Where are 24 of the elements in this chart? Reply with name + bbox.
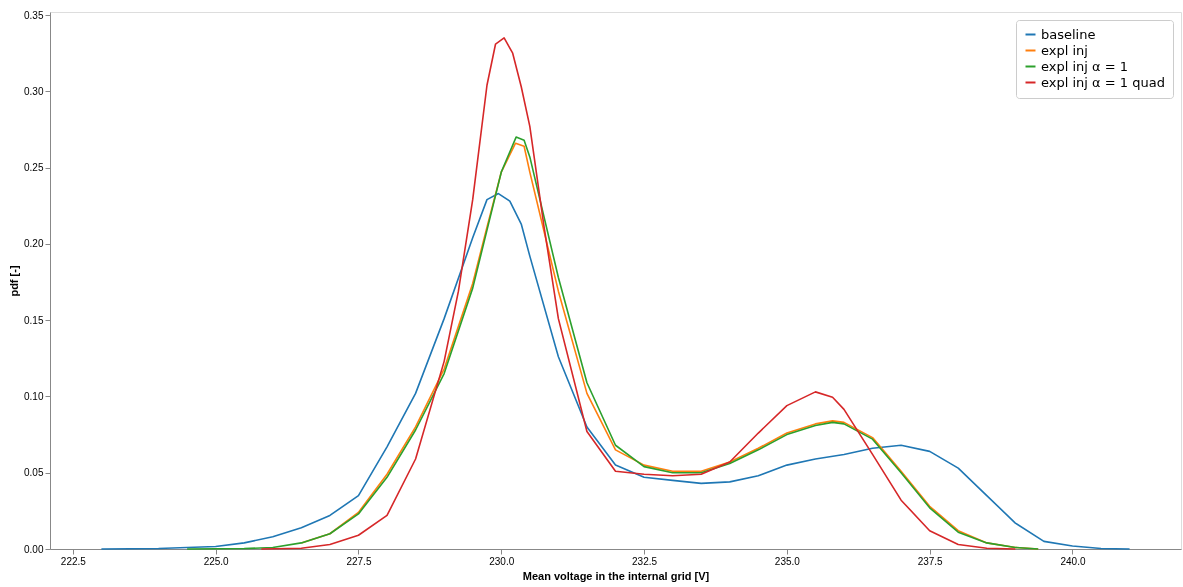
- legend-label: expl inj α = 1: [1041, 58, 1129, 74]
- x-tick-label: 237.5: [917, 555, 944, 567]
- legend-label: baseline: [1041, 26, 1096, 42]
- y-tick-label: 0.30: [24, 85, 44, 97]
- y-axis-title: pdf [-]: [8, 265, 21, 297]
- x-tick-label: 230.0: [489, 555, 515, 567]
- x-tick-label: 225.0: [203, 555, 230, 567]
- x-tick-label: 240.0: [1060, 555, 1086, 567]
- y-tick-label: 0.35: [24, 9, 44, 21]
- y-tick-label: 0.05: [24, 467, 44, 479]
- y-tick-label: 0.15: [24, 314, 44, 326]
- y-tick-label: 0.10: [24, 390, 44, 402]
- x-tick-label: 235.0: [774, 555, 801, 567]
- x-tick-label: 232.5: [632, 555, 658, 567]
- line-series: [260, 37, 1017, 550]
- x-tick-label: 222.5: [60, 555, 87, 567]
- line-series: [100, 192, 1131, 550]
- x-axis-title: Mean voltage in the internal grid [V]: [522, 569, 710, 582]
- x-tick-label: 227.5: [346, 555, 372, 567]
- legend-label: expl inj: [1041, 42, 1088, 58]
- y-tick-label: 0.00: [24, 543, 44, 555]
- y-tick-label: 0.25: [24, 162, 44, 174]
- legend-label: expl inj α = 1 quad: [1041, 74, 1165, 90]
- y-tick-label: 0.20: [24, 238, 44, 250]
